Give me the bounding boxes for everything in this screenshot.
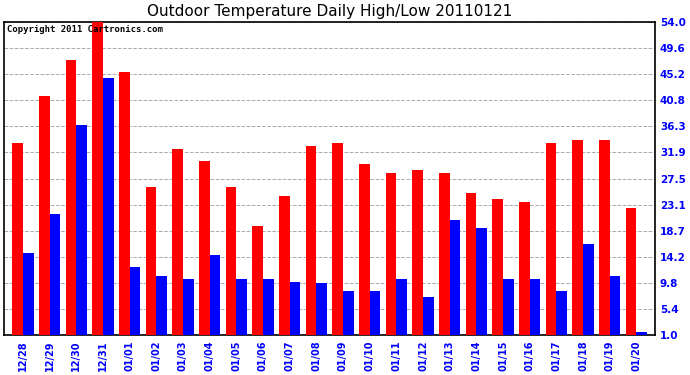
Bar <box>119 72 130 335</box>
Bar <box>530 279 540 335</box>
Bar <box>12 143 23 335</box>
Bar <box>466 194 476 335</box>
Bar <box>519 202 530 335</box>
Bar <box>172 149 183 335</box>
Bar <box>636 332 647 335</box>
Bar <box>599 140 610 335</box>
Bar <box>439 172 450 335</box>
Bar <box>316 283 327 335</box>
Bar <box>396 279 407 335</box>
Bar <box>476 228 487 335</box>
Title: Outdoor Temperature Daily High/Low 20110121: Outdoor Temperature Daily High/Low 20110… <box>147 4 512 19</box>
Bar <box>333 143 343 335</box>
Bar <box>156 276 167 335</box>
Bar <box>343 291 354 335</box>
Bar <box>413 170 423 335</box>
Bar <box>279 196 290 335</box>
Bar <box>503 279 514 335</box>
Text: Copyright 2011 Cartronics.com: Copyright 2011 Cartronics.com <box>8 25 164 34</box>
Bar <box>359 164 370 335</box>
Bar <box>66 60 76 335</box>
Bar <box>450 220 460 335</box>
Bar <box>546 143 556 335</box>
Bar <box>583 244 593 335</box>
Bar <box>386 172 396 335</box>
Bar <box>76 125 87 335</box>
Bar <box>130 267 140 335</box>
Bar <box>253 226 263 335</box>
Bar <box>92 19 103 335</box>
Bar <box>39 96 50 335</box>
Bar <box>493 199 503 335</box>
Bar <box>573 140 583 335</box>
Bar <box>423 297 434 335</box>
Bar <box>610 276 620 335</box>
Bar <box>306 146 316 335</box>
Bar <box>226 188 236 335</box>
Bar <box>556 291 567 335</box>
Bar <box>183 279 194 335</box>
Bar <box>290 282 300 335</box>
Bar <box>199 161 210 335</box>
Bar <box>146 188 156 335</box>
Bar <box>263 279 274 335</box>
Bar <box>50 214 60 335</box>
Bar <box>236 279 247 335</box>
Bar <box>23 252 34 335</box>
Bar <box>210 255 220 335</box>
Bar <box>103 78 114 335</box>
Bar <box>626 208 636 335</box>
Bar <box>370 291 380 335</box>
